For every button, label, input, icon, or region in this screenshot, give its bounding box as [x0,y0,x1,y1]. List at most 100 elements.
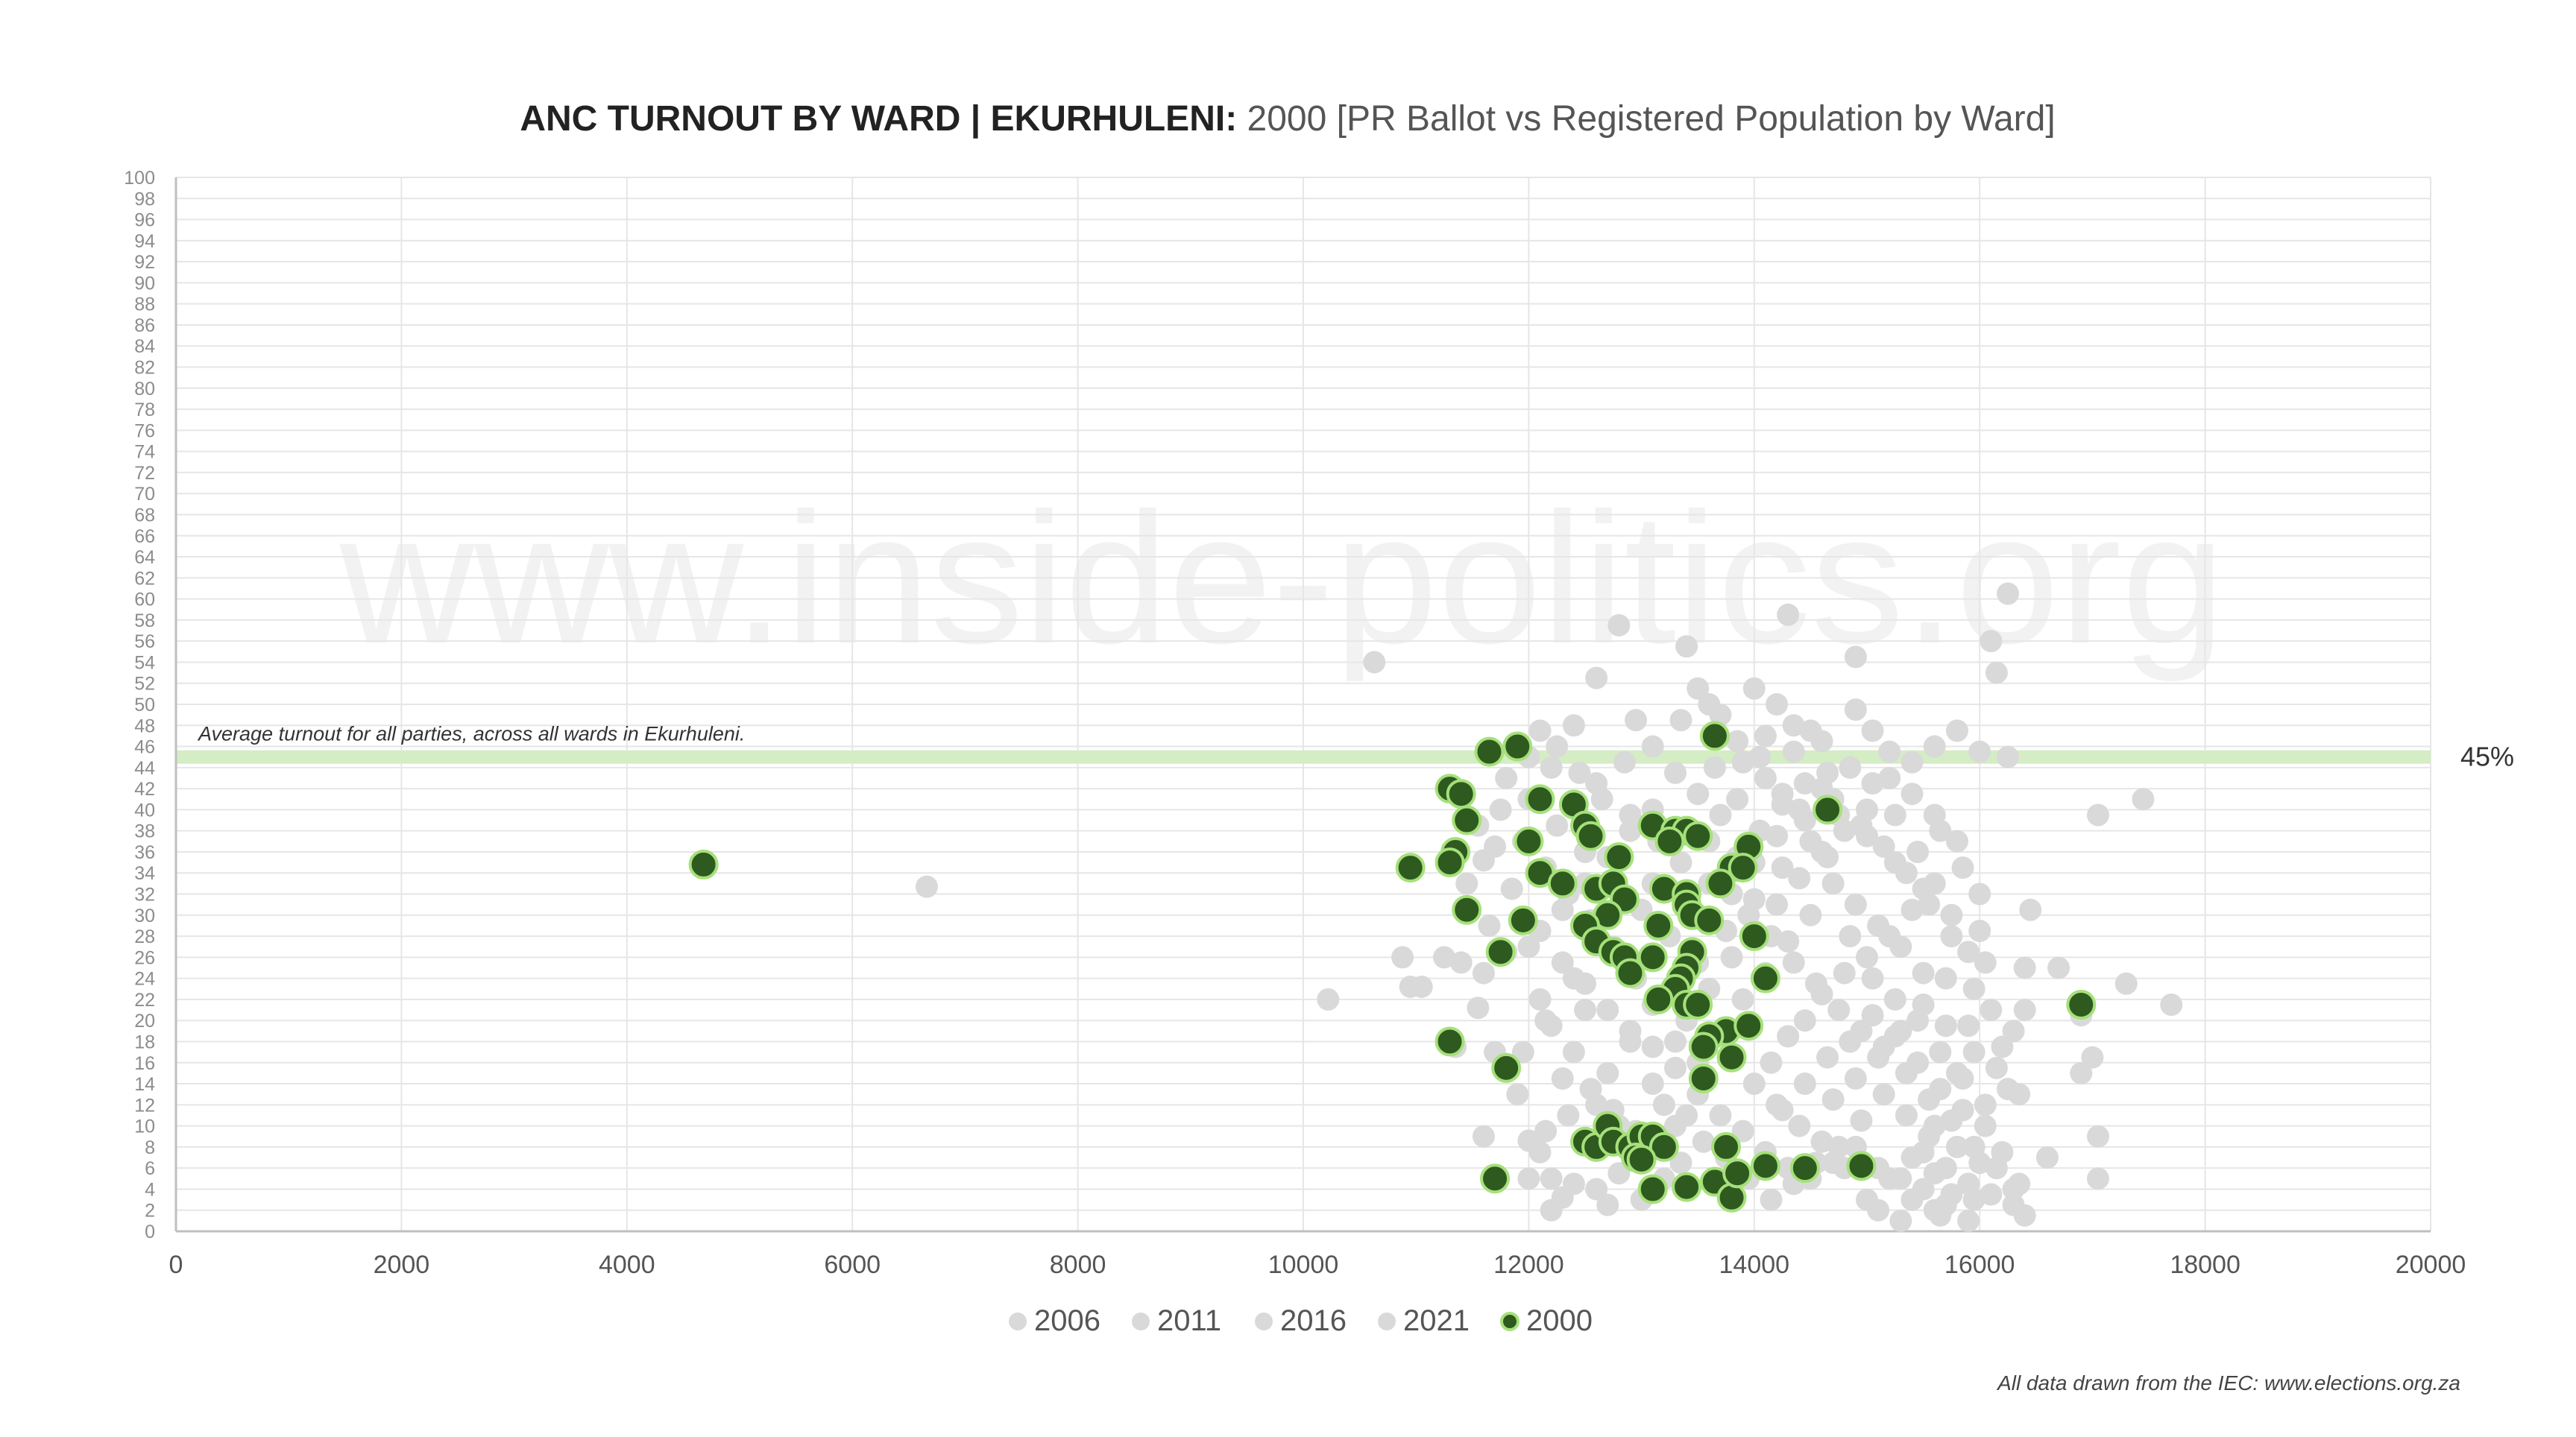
data-point-other-years [1720,946,1743,969]
legend-label: 2021 [1403,1304,1470,1337]
data-point-other-years [1934,967,1957,990]
data-point-other-years [1900,1188,1924,1211]
data-point-other-years [1940,925,1963,948]
data-point-other-years [1962,1188,1985,1211]
y-tick-label: 0 [145,1222,155,1242]
data-point-other-years [1317,988,1340,1011]
legend-label: 2016 [1280,1304,1347,1337]
data-point-other-years [1455,872,1478,895]
data-point-other-years [1641,1035,1664,1058]
data-point-other-years [1568,761,1591,784]
data-point-2000 [1435,1026,1465,1057]
data-point-2000 [1705,868,1736,899]
x-tick-label: 20000 [2396,1251,2466,1279]
y-tick-label: 26 [134,947,155,968]
data-point-other-years [1991,1035,2014,1058]
data-point-2000 [1716,1182,1747,1213]
data-point-other-years [1883,803,1906,827]
data-point-other-years [1698,693,1721,716]
y-tick-label: 52 [134,674,155,695]
y-tick-label: 46 [134,737,155,758]
data-point-other-years [1540,1198,1563,1222]
data-point-other-years [2086,1167,2109,1190]
data-point-other-years [2160,993,2183,1016]
y-tick-label: 68 [134,505,155,525]
data-point-2000 [1485,937,1516,967]
y-tick-label: 44 [134,758,155,779]
data-point-other-years [1410,975,1433,998]
y-tick-label: 2 [145,1201,155,1222]
data-point-other-years [1489,798,1512,821]
data-point-other-years [1816,846,1839,869]
data-point-other-years [1596,1193,1619,1216]
data-point-other-years [1687,783,1710,806]
data-point-other-years [1562,714,1585,737]
y-tick-label: 94 [134,231,155,252]
data-point-other-years [1974,951,1997,974]
data-point-other-years [1861,967,1884,990]
y-tick-label: 36 [134,842,155,863]
legend-marker [1378,1313,1396,1330]
data-point-other-years [1793,772,1816,795]
y-tick-label: 78 [134,399,155,420]
data-point-2000 [1728,853,1758,883]
legend-label: 2000 [1526,1304,1593,1337]
data-point-other-years [1957,941,1980,964]
data-point-other-years [1607,1162,1631,1185]
data-point-other-years [1861,772,1884,795]
data-point-2000 [1694,905,1725,935]
data-point-other-years [1506,1083,1529,1106]
data-point-other-years [1861,719,1884,742]
y-tick-label: 48 [134,716,155,736]
y-tick-label: 98 [134,189,155,209]
y-tick-label: 38 [134,821,155,842]
x-tick-label: 8000 [1050,1251,1106,1279]
y-tick-label: 76 [134,420,155,441]
legend: 2006 2011 2016 2021 2000 [1009,1304,1593,1337]
data-point-other-years [1692,1130,1715,1153]
data-point-other-years [1872,1083,1895,1106]
data-point-other-years [1675,1104,1698,1127]
data-point-other-years [1579,1078,1602,1101]
data-point-2000 [1789,1153,1820,1184]
data-point-other-years [1918,1088,1941,1111]
data-point-other-years [1590,788,1613,811]
data-point-other-years [1997,745,2019,768]
data-point-other-years [1968,920,1991,943]
data-point-other-years [1867,914,1890,937]
data-point-other-years [1703,756,1726,779]
data-point-other-years [1562,1172,1585,1196]
data-point-2000 [1637,942,1668,973]
data-point-other-years [1968,882,1991,906]
data-point-other-years [1585,666,1608,689]
data-point-other-years [1726,788,1749,811]
y-tick-label: 70 [134,484,155,505]
data-point-other-years [1731,751,1754,774]
data-point-other-years [1985,1157,2008,1180]
data-point-2000 [1637,1174,1668,1204]
data-point-other-years [1641,735,1664,758]
y-tick-label: 40 [134,800,155,821]
grid-lines [175,177,2431,1232]
data-point-other-years [1940,1183,1963,1206]
data-point-other-years [1782,951,1805,974]
data-point-other-years [1562,967,1585,990]
y-tick-label: 90 [134,273,155,294]
data-point-other-years [1467,997,1490,1020]
y-tick-label: 18 [134,1032,155,1052]
data-point-other-years [1906,1009,1930,1032]
data-point-other-years [1821,872,1845,895]
x-tick-label: 14000 [1719,1251,1790,1279]
y-tick-label: 88 [134,294,155,315]
chart-title-bold: ANC TURNOUT BY WARD | EKURHULENI: [520,99,1237,139]
data-point-2000 [1395,853,1426,883]
data-point-other-years [1929,819,1952,842]
x-tick-label: 0 [169,1251,183,1279]
y-tick-label: 54 [134,652,155,673]
y-tick-label: 92 [134,252,155,273]
data-point-other-years [1951,1067,1974,1090]
data-point-other-years [1889,1020,1912,1043]
data-point-other-years [1534,1119,1558,1143]
data-point-other-years [1652,1093,1675,1117]
data-point-other-years [1850,814,1873,837]
